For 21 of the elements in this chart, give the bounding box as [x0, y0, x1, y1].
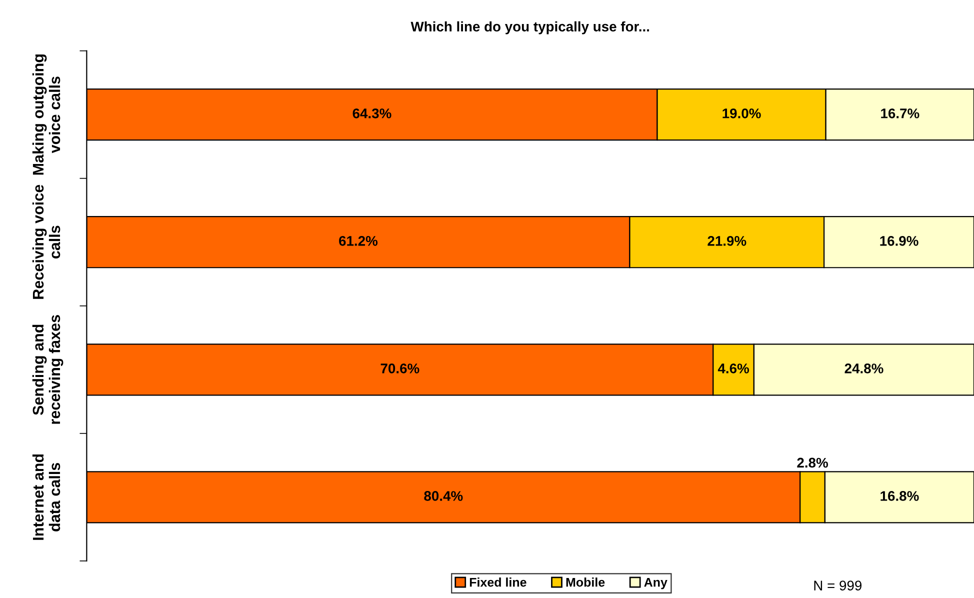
- data-label: 61.2%: [339, 236, 378, 246]
- legend-label: Fixed line: [470, 578, 526, 587]
- data-label: 16.7%: [881, 108, 920, 118]
- data-label: 16.9%: [880, 236, 918, 246]
- y-tick-label: Sending and receiving faxes: [32, 315, 64, 424]
- legend-label: Any: [644, 578, 668, 590]
- text: N = 999: [814, 580, 862, 590]
- chart-title: Which line do you typically use for...: [410, 21, 650, 34]
- data-label: 19.0%: [722, 108, 761, 118]
- data-label: 24.8%: [844, 364, 884, 374]
- y-tick-label: Receiving voice calls: [32, 184, 60, 299]
- data-label: 21.9%: [708, 236, 746, 246]
- legend-label: Mobile: [566, 578, 605, 587]
- data-label: 64.3%: [352, 108, 392, 118]
- y-tick-label: Internet and data calls: [32, 454, 60, 540]
- data-label: 16.8%: [880, 491, 919, 501]
- y-tick-label: Making outgoing voice calls: [32, 54, 60, 175]
- data-label: 4.6%: [718, 364, 749, 374]
- data-label: 70.6%: [380, 364, 420, 374]
- data-label: 2.8%: [797, 458, 828, 468]
- data-label: 80.4%: [424, 491, 463, 501]
